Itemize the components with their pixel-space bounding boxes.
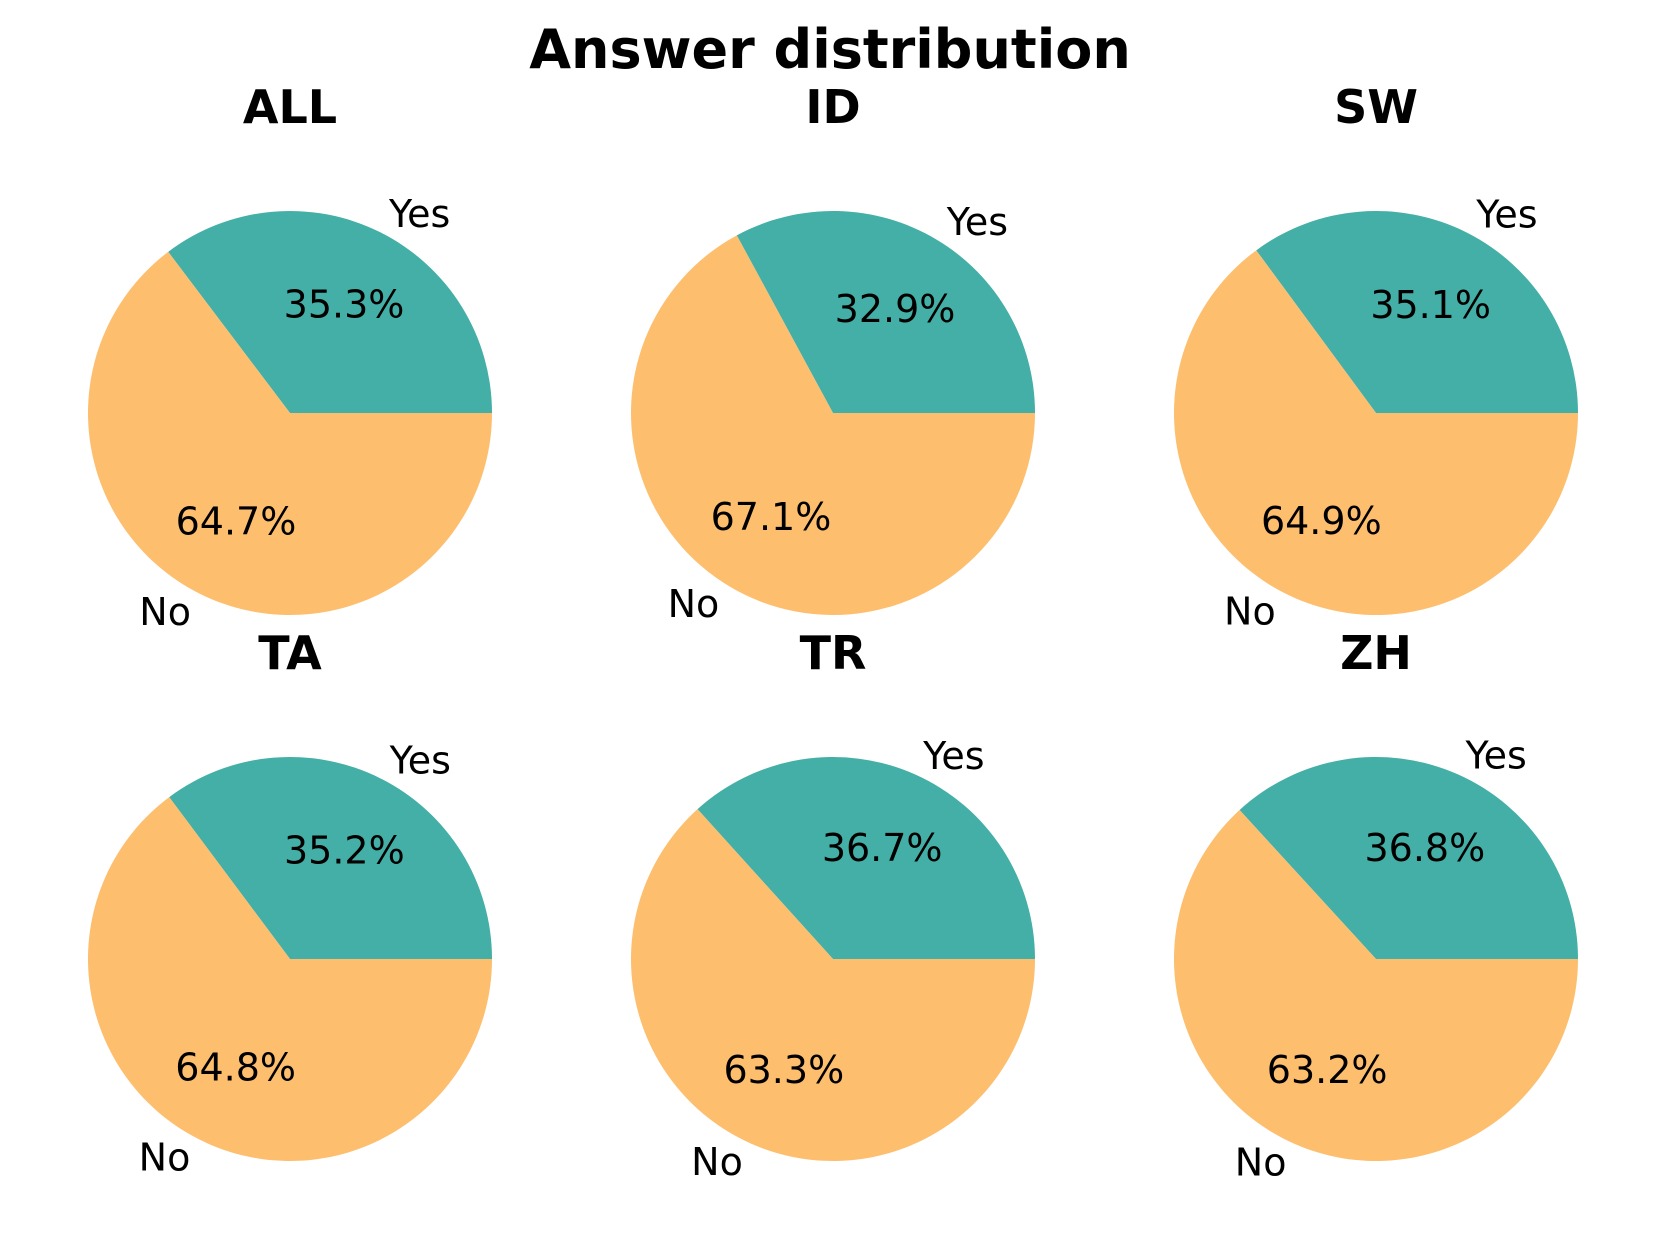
pie-all: ALL 35.3% Yes 64.7% No (87, 80, 492, 634)
slice-value-label: 64.8% (175, 1045, 296, 1089)
slice-value-label: 36.7% (822, 826, 943, 870)
pie-slice-yes (1256, 211, 1578, 413)
slice-value-label: 67.1% (711, 495, 832, 539)
slice-category-label: Yes (946, 200, 1008, 244)
subplot-title: ZH (1340, 626, 1412, 680)
slice-category-label: No (1224, 589, 1276, 633)
slice-value-label: 35.3% (284, 282, 405, 326)
slice-value-label: 32.9% (835, 287, 956, 331)
slice-category-label: Yes (388, 192, 450, 236)
subplot-title: TR (800, 626, 867, 680)
pie-slice-no (87, 251, 492, 616)
pie-zh: ZH 36.8% Yes 63.2% No (1174, 626, 1578, 1184)
subplot-title: ALL (243, 80, 337, 134)
slice-category-label: No (139, 590, 191, 634)
pie-slice-no (88, 797, 493, 1162)
slice-category-label: No (139, 1136, 191, 1180)
slice-category-label: No (668, 582, 720, 626)
slice-value-label: 64.9% (1261, 499, 1382, 543)
subplot-title: ID (805, 80, 860, 134)
pie-slice-no (631, 809, 1035, 1161)
pie-id: ID 32.9% Yes 67.1% No (630, 80, 1035, 626)
slice-category-label: Yes (922, 734, 984, 778)
pie-sw: SW 35.1% Yes 64.9% No (1174, 80, 1578, 633)
pie-ta: TA 35.2% Yes 64.8% No (88, 626, 493, 1180)
slice-value-label: 36.8% (1364, 826, 1485, 870)
pie-tr: TR 36.7% Yes 63.3% No (631, 626, 1035, 1184)
pie-slice-yes (168, 211, 492, 413)
pie-slice-yes (169, 757, 492, 959)
figure-title: Answer distribution (529, 18, 1131, 81)
slice-value-label: 63.2% (1267, 1048, 1388, 1092)
slice-category-label: No (1235, 1140, 1287, 1184)
pie-slice-yes (1239, 756, 1578, 959)
subplot-title: TA (258, 626, 322, 680)
pie-grid: ALL 35.3% Yes 64.7% No ID 32.9% Yes 67.1% No SW 35.… (87, 80, 1578, 1184)
slice-value-label: 63.3% (723, 1048, 844, 1092)
slice-category-label: No (691, 1140, 743, 1184)
slice-value-label: 35.2% (284, 829, 405, 873)
pie-slice-yes (697, 757, 1035, 959)
slice-value-label: 64.7% (176, 500, 297, 544)
pie-slice-no (1174, 810, 1578, 1161)
slice-category-label: Yes (1465, 734, 1527, 778)
pie-slice-no (1174, 250, 1578, 615)
slice-category-label: Yes (1475, 193, 1537, 237)
slice-value-label: 35.1% (1370, 283, 1491, 327)
subplot-title: SW (1334, 80, 1418, 134)
pie-slice-yes (736, 211, 1035, 413)
slice-category-label: Yes (389, 738, 451, 782)
pie-slice-no (630, 235, 1035, 616)
